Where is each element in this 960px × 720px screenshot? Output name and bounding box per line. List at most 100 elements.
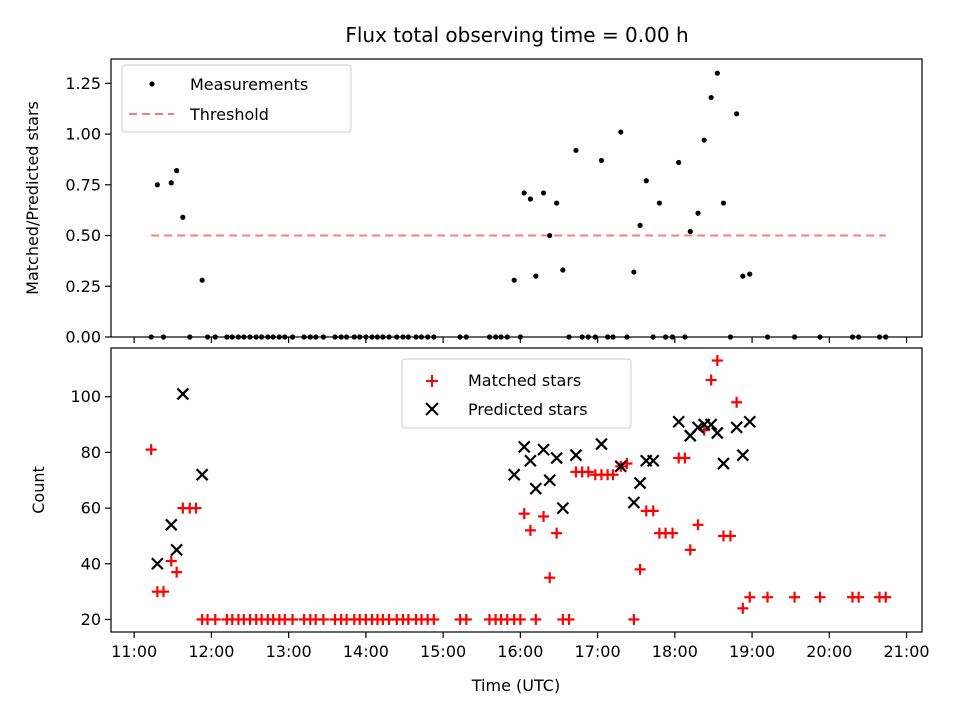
top-x-ticks [133,337,908,343]
matched-star-point [145,444,157,456]
measurement-point [720,200,727,206]
measurement-point [554,200,560,206]
legend-matched-label: Matched stars [468,371,581,390]
predicted-star-point [151,557,164,571]
x-tick-label: 19:00 [729,642,775,661]
predicted-star-point [672,415,685,429]
matched-star-point [647,505,659,517]
measurement-point [701,137,707,143]
measurement-point [714,70,720,76]
predicted-star-point [537,443,550,456]
matched-star-point [628,613,640,625]
predicted-star-point [704,418,718,431]
predicted-star-point [569,448,583,462]
matched-star-point [165,555,177,567]
predicted-star-point [743,415,757,429]
predicted-star-point [736,448,750,462]
matched-star-point [460,613,472,625]
matched-star-point [711,355,723,367]
top-legend: Measurements Threshold [121,64,352,133]
y-tick-label: 60 [81,499,101,518]
matched-star-point [731,396,743,408]
x-tick-label: 20:00 [806,642,852,661]
measurement-point [174,168,180,174]
matched-star-point [724,530,736,542]
y-tick-label: 0.75 [65,175,101,194]
measurement-point [695,210,701,216]
x-tick-label: 17:00 [575,642,621,661]
x-tick-label: 18:00 [652,642,698,661]
measurement-point [631,269,637,275]
matched-star-point [190,502,202,514]
predicted-star-point [633,476,647,490]
matched-star-point [692,519,704,531]
measurement-point [734,111,740,117]
predicted-star-point [691,421,705,434]
predicted-star-point [529,482,543,495]
measurements-series [148,70,889,340]
matched-star-point [518,508,530,520]
matched-star-point [563,613,575,625]
legend-matched-marker [426,375,438,387]
predicted-star-point [164,518,178,532]
y-tick-label: 1.00 [65,125,101,144]
y-tick-label: 0.25 [65,277,101,296]
x-tick-label: 13:00 [266,642,312,661]
matched-star-point [880,591,892,603]
matched-star-point [209,613,221,625]
matched-star-point [317,613,329,625]
top-y-axis-label: Matched/Predicted stars [23,101,42,295]
y-tick-label: 1.25 [65,74,101,93]
matched-star-point [762,591,774,603]
matched-star-point [171,566,183,578]
predicted-star-point [717,457,730,470]
measurement-point [740,273,746,279]
y-tick-label: 100 [70,387,101,406]
matched-star-point [744,591,756,603]
predicted-star-point [170,543,183,557]
top-plot-frame [110,58,923,338]
bottom-plot-frame [110,347,923,633]
bottom-x-ticks: 11:00 12:00 13:00 14:00 15:00 16:00 17:00 18:00… [111,632,930,661]
predicted-star-point [543,473,556,487]
x-tick-label: 11:00 [111,642,157,661]
legend-measurements-label: Measurements [190,75,308,94]
measurement-point [547,232,553,239]
predicted-star-point [614,460,628,473]
predicted-star-point [524,454,537,468]
measurement-point [747,271,753,277]
matched-star-point [551,527,563,539]
top-chart-title: Flux total observing time = 0.00 h [345,23,688,47]
x-tick-label: 16:00 [497,642,543,661]
legend-predicted-label: Predicted stars [468,400,588,419]
predicted-star-point [517,440,531,454]
matched-star-point [428,613,440,625]
y-tick-label: 40 [81,554,101,573]
matched-star-point [287,613,299,625]
legend-threshold-label: Threshold [189,105,269,124]
x-axis-label: Time (UTC) [471,676,560,695]
top-legend-box [121,64,352,133]
measurement-point [573,147,579,153]
matched-star-point [538,510,550,522]
measurement-point [180,214,186,220]
predicted-star-point [711,426,724,440]
measurement-point [527,196,534,202]
predicted-star-point [627,496,641,509]
predicted-star-point [646,454,660,468]
measurement-point [511,277,517,283]
y-tick-label: 0.50 [65,226,101,245]
y-tick-label: 80 [81,443,101,462]
matched-star-point [853,591,865,603]
x-tick-label: 12:00 [188,642,234,661]
count-series [145,355,892,625]
bottom-legend-box [401,358,632,429]
matched-star-point [667,527,679,539]
measurement-point [637,222,643,228]
x-tick-label: 15:00 [420,642,466,661]
x-tick-label: 21:00 [883,642,929,661]
predicted-star-point [595,437,608,451]
matched-star-point [607,469,619,481]
y-tick-label: 0.00 [65,328,101,347]
measurement-point [656,200,662,206]
